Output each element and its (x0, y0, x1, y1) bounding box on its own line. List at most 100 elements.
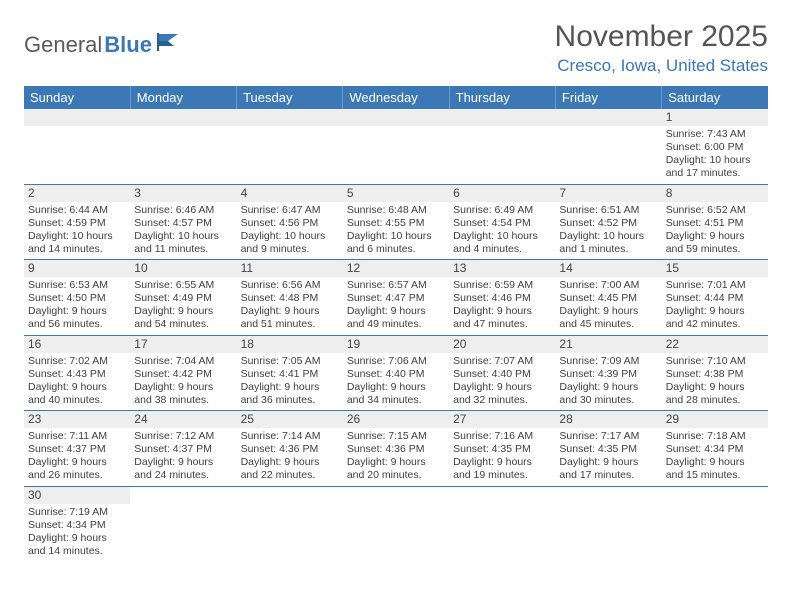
day-number: 28 (555, 411, 661, 428)
daylight-line: Daylight: 10 hoursand 11 minutes. (134, 230, 232, 256)
day-number: 3 (130, 185, 236, 202)
day-content: Sunrise: 7:01 AMSunset: 4:44 PMDaylight:… (662, 277, 768, 335)
calendar-day-cell: 21Sunrise: 7:09 AMSunset: 4:39 PMDayligh… (555, 335, 661, 411)
sunset-line: Sunset: 4:44 PM (666, 292, 764, 305)
daylight-line: Daylight: 9 hoursand 32 minutes. (453, 381, 551, 407)
daylight-line: Daylight: 9 hoursand 47 minutes. (453, 305, 551, 331)
sunset-line: Sunset: 4:46 PM (453, 292, 551, 305)
location: Cresco, Iowa, United States (555, 56, 768, 76)
daylight-line: Daylight: 9 hoursand 36 minutes. (241, 381, 339, 407)
day-number-empty (343, 109, 449, 126)
calendar-day-cell: 5Sunrise: 6:48 AMSunset: 4:55 PMDaylight… (343, 184, 449, 260)
calendar-day-cell (130, 109, 236, 184)
daylight-line: Daylight: 9 hoursand 54 minutes. (134, 305, 232, 331)
day-content: Sunrise: 7:15 AMSunset: 4:36 PMDaylight:… (343, 428, 449, 486)
day-number-empty (24, 109, 130, 126)
daylight-line: Daylight: 10 hoursand 9 minutes. (241, 230, 339, 256)
daylight-line: Daylight: 10 hoursand 4 minutes. (453, 230, 551, 256)
day-number: 25 (237, 411, 343, 428)
calendar-week-row: 16Sunrise: 7:02 AMSunset: 4:43 PMDayligh… (24, 335, 768, 411)
title-block: November 2025 Cresco, Iowa, United State… (555, 20, 768, 76)
day-content: Sunrise: 6:44 AMSunset: 4:59 PMDaylight:… (24, 202, 130, 260)
sunrise-line: Sunrise: 7:43 AM (666, 128, 764, 141)
day-number: 19 (343, 336, 449, 353)
calendar-week-row: 2Sunrise: 6:44 AMSunset: 4:59 PMDaylight… (24, 184, 768, 260)
sunset-line: Sunset: 4:35 PM (453, 443, 551, 456)
day-number: 29 (662, 411, 768, 428)
daylight-line: Daylight: 9 hoursand 59 minutes. (666, 230, 764, 256)
sunrise-line: Sunrise: 6:47 AM (241, 204, 339, 217)
day-number: 18 (237, 336, 343, 353)
daylight-line: Daylight: 10 hoursand 17 minutes. (666, 154, 764, 180)
calendar-day-cell (24, 109, 130, 184)
sunrise-line: Sunrise: 7:09 AM (559, 355, 657, 368)
weekday-header: Tuesday (237, 86, 343, 109)
day-content: Sunrise: 7:12 AMSunset: 4:37 PMDaylight:… (130, 428, 236, 486)
logo-text-2: Blue (104, 32, 152, 58)
sunrise-line: Sunrise: 7:10 AM (666, 355, 764, 368)
calendar-table: SundayMondayTuesdayWednesdayThursdayFrid… (24, 86, 768, 561)
calendar-day-cell: 19Sunrise: 7:06 AMSunset: 4:40 PMDayligh… (343, 335, 449, 411)
calendar-day-cell (449, 486, 555, 561)
calendar-week-row: 30Sunrise: 7:19 AMSunset: 4:34 PMDayligh… (24, 486, 768, 561)
day-number: 10 (130, 260, 236, 277)
calendar-day-cell: 29Sunrise: 7:18 AMSunset: 4:34 PMDayligh… (662, 411, 768, 487)
logo-flag-icon (156, 32, 182, 52)
calendar-day-cell: 2Sunrise: 6:44 AMSunset: 4:59 PMDaylight… (24, 184, 130, 260)
day-number: 4 (237, 185, 343, 202)
calendar-day-cell: 11Sunrise: 6:56 AMSunset: 4:48 PMDayligh… (237, 260, 343, 336)
daylight-line: Daylight: 9 hoursand 38 minutes. (134, 381, 232, 407)
calendar-day-cell: 12Sunrise: 6:57 AMSunset: 4:47 PMDayligh… (343, 260, 449, 336)
sunset-line: Sunset: 4:48 PM (241, 292, 339, 305)
sunset-line: Sunset: 4:34 PM (28, 519, 126, 532)
sunrise-line: Sunrise: 7:01 AM (666, 279, 764, 292)
sunset-line: Sunset: 4:50 PM (28, 292, 126, 305)
day-number: 30 (24, 487, 130, 504)
weekday-header: Thursday (449, 86, 555, 109)
daylight-line: Daylight: 9 hoursand 34 minutes. (347, 381, 445, 407)
day-content: Sunrise: 7:09 AMSunset: 4:39 PMDaylight:… (555, 353, 661, 411)
sunrise-line: Sunrise: 6:46 AM (134, 204, 232, 217)
calendar-day-cell: 4Sunrise: 6:47 AMSunset: 4:56 PMDaylight… (237, 184, 343, 260)
sunset-line: Sunset: 4:55 PM (347, 217, 445, 230)
sunset-line: Sunset: 4:39 PM (559, 368, 657, 381)
calendar-day-cell: 8Sunrise: 6:52 AMSunset: 4:51 PMDaylight… (662, 184, 768, 260)
day-content: Sunrise: 6:48 AMSunset: 4:55 PMDaylight:… (343, 202, 449, 260)
sunrise-line: Sunrise: 7:18 AM (666, 430, 764, 443)
sunrise-line: Sunrise: 7:14 AM (241, 430, 339, 443)
day-number: 24 (130, 411, 236, 428)
sunrise-line: Sunrise: 7:07 AM (453, 355, 551, 368)
calendar-day-cell: 1Sunrise: 7:43 AMSunset: 6:00 PMDaylight… (662, 109, 768, 184)
calendar-day-cell: 14Sunrise: 7:00 AMSunset: 4:45 PMDayligh… (555, 260, 661, 336)
calendar-day-cell: 18Sunrise: 7:05 AMSunset: 4:41 PMDayligh… (237, 335, 343, 411)
calendar-day-cell (662, 486, 768, 561)
day-number: 20 (449, 336, 555, 353)
sunrise-line: Sunrise: 6:59 AM (453, 279, 551, 292)
day-number: 15 (662, 260, 768, 277)
day-number: 6 (449, 185, 555, 202)
sunset-line: Sunset: 4:57 PM (134, 217, 232, 230)
sunrise-line: Sunrise: 6:55 AM (134, 279, 232, 292)
sunset-line: Sunset: 4:36 PM (347, 443, 445, 456)
day-number: 2 (24, 185, 130, 202)
daylight-line: Daylight: 9 hoursand 14 minutes. (28, 532, 126, 558)
sunset-line: Sunset: 4:40 PM (347, 368, 445, 381)
daylight-line: Daylight: 10 hoursand 14 minutes. (28, 230, 126, 256)
day-content: Sunrise: 7:05 AMSunset: 4:41 PMDaylight:… (237, 353, 343, 411)
day-number: 7 (555, 185, 661, 202)
day-number: 26 (343, 411, 449, 428)
sunrise-line: Sunrise: 7:11 AM (28, 430, 126, 443)
day-number: 13 (449, 260, 555, 277)
daylight-line: Daylight: 9 hoursand 51 minutes. (241, 305, 339, 331)
calendar-day-cell: 9Sunrise: 6:53 AMSunset: 4:50 PMDaylight… (24, 260, 130, 336)
day-content: Sunrise: 7:43 AMSunset: 6:00 PMDaylight:… (662, 126, 768, 184)
calendar-day-cell: 22Sunrise: 7:10 AMSunset: 4:38 PMDayligh… (662, 335, 768, 411)
day-number: 16 (24, 336, 130, 353)
calendar-day-cell (555, 109, 661, 184)
calendar-day-cell: 25Sunrise: 7:14 AMSunset: 4:36 PMDayligh… (237, 411, 343, 487)
day-number: 23 (24, 411, 130, 428)
day-content: Sunrise: 7:14 AMSunset: 4:36 PMDaylight:… (237, 428, 343, 486)
sunrise-line: Sunrise: 7:15 AM (347, 430, 445, 443)
sunset-line: Sunset: 6:00 PM (666, 141, 764, 154)
calendar-day-cell: 27Sunrise: 7:16 AMSunset: 4:35 PMDayligh… (449, 411, 555, 487)
